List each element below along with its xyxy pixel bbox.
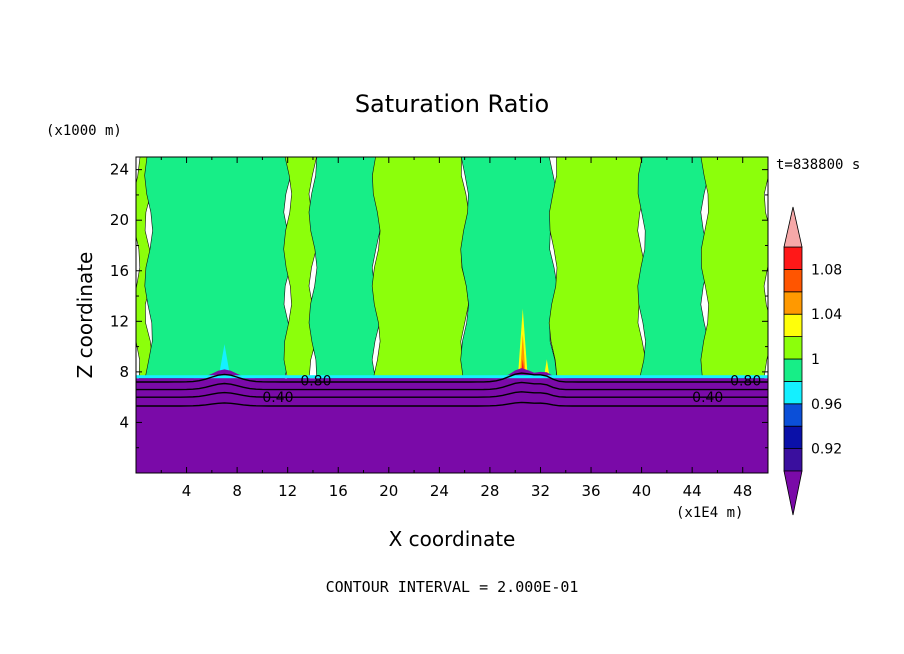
contour-label-0: 0.80 — [300, 374, 331, 390]
contour-label-1: 0.40 — [262, 390, 293, 406]
colorbar: 0.92 0.96 1 1.04 1.08 — [783, 206, 842, 516]
x-tick-label-0: 4 — [182, 482, 192, 500]
band-5 — [460, 157, 558, 379]
chart-title: Saturation Ratio — [355, 90, 549, 118]
x-tick-label-4: 20 — [379, 482, 398, 500]
lower-layer-fill — [136, 368, 768, 473]
colorbar-bottom-triangle — [783, 470, 803, 516]
x-axis: 4 8 12 16 20 24 28 32 36 40 44 48 — [160, 157, 752, 500]
plot-area — [136, 157, 768, 473]
contour-label-2: 0.80 — [730, 374, 761, 390]
x-tick-label-10: 44 — [683, 482, 702, 500]
contour-line-3 — [136, 401, 768, 407]
contour-label-3: 0.40 — [692, 390, 723, 406]
contour-line-2 — [136, 391, 768, 398]
x-axis-label: X coordinate — [389, 527, 516, 551]
x-tick-label-9: 40 — [632, 482, 651, 500]
saturation-bands — [136, 157, 768, 379]
colorbar-swatch-1 — [783, 425, 803, 450]
colorbar-swatch-6 — [783, 313, 803, 338]
y-tick-label-1: 8 — [119, 363, 129, 381]
time-label: t=838800 s — [776, 157, 860, 173]
plot-frame — [135, 156, 769, 474]
y-axis: 4 8 12 16 20 24 — [110, 161, 768, 449]
colorbar-swatch-7 — [783, 291, 803, 315]
colorbar-swatch-4 — [783, 358, 803, 382]
thin-cyan-band — [136, 375, 768, 379]
colorbar-swatch-8 — [783, 268, 803, 293]
y-axis-label: Z coordinate — [73, 252, 97, 379]
band-1 — [144, 157, 292, 379]
colorbar-swatch-0 — [783, 448, 803, 472]
colorbar-top-triangle — [783, 206, 803, 248]
x-unit-label: (x1E4 m) — [676, 505, 743, 521]
contour-interval-footer: CONTOUR INTERVAL = 2.000E-01 — [326, 578, 579, 596]
x-tick-label-7: 32 — [531, 482, 550, 500]
colorbar-tick-label-0: 0.92 — [811, 442, 842, 458]
contour-labels: 0.80 0.40 0.80 0.40 — [262, 374, 761, 406]
plume-cyan-left — [218, 344, 231, 379]
x-tick-label-1: 8 — [232, 482, 242, 500]
colorbar-swatch-2 — [783, 403, 803, 427]
x-tick-label-8: 36 — [581, 482, 600, 500]
x-tick-label-11: 48 — [733, 482, 752, 500]
y-tick-label-0: 4 — [119, 413, 129, 431]
colorbar-swatch-3 — [783, 380, 803, 405]
plume-orange — [519, 333, 526, 379]
contour-lines — [136, 372, 768, 407]
band-3 — [308, 157, 381, 379]
band-7 — [637, 157, 709, 379]
contour-line-1 — [136, 381, 768, 391]
x-tick-label-6: 28 — [480, 482, 499, 500]
colorbar-tick-label-2: 1 — [811, 352, 820, 368]
lower-layer — [136, 368, 768, 473]
x-tick-label-3: 16 — [329, 482, 348, 500]
x-tick-label-2: 12 — [278, 482, 297, 500]
band-2 — [283, 157, 317, 379]
contour-line-0 — [136, 372, 768, 383]
band-4 — [371, 157, 469, 379]
y-unit-label: (x1000 m) — [46, 123, 122, 139]
colorbar-tick-label-4: 1.08 — [811, 262, 842, 278]
colorbar-swatch-9 — [783, 246, 803, 270]
x-tick-label-5: 24 — [430, 482, 449, 500]
band-8 — [700, 157, 768, 379]
y-tick-label-5: 24 — [110, 161, 129, 179]
y-tick-label-2: 12 — [110, 312, 129, 330]
y-tick-label-3: 16 — [110, 262, 129, 280]
band-6 — [548, 157, 646, 379]
colorbar-swatch-5 — [783, 336, 803, 360]
colorbar-tick-label-1: 0.96 — [811, 397, 842, 413]
colorbar-tick-label-3: 1.04 — [811, 307, 842, 323]
y-tick-label-4: 20 — [110, 211, 129, 229]
